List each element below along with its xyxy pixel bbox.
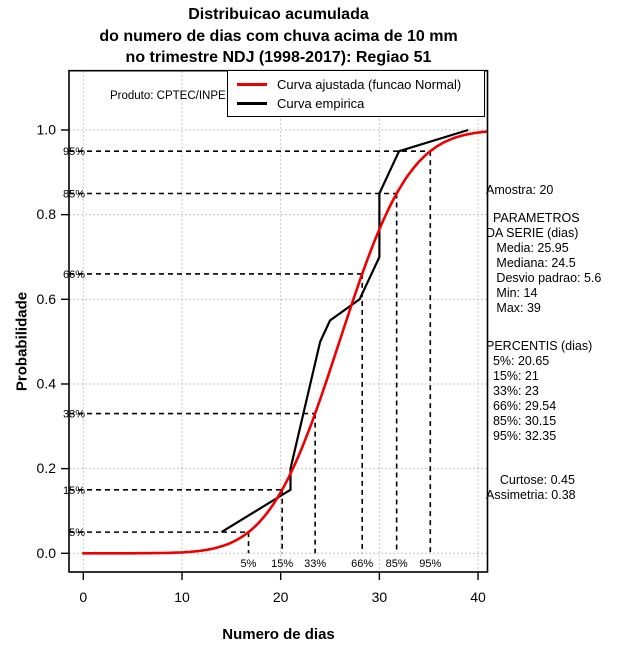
percentile-y-label: 5% <box>69 527 85 539</box>
stats-line: 95%: 32.35 <box>486 429 557 443</box>
percentile-x-label: 33% <box>304 558 326 570</box>
x-tick-label: 0 <box>79 589 87 605</box>
stats-block: PARAMETROS DA SERIE (dias) Media: 25.95 M… <box>486 211 601 316</box>
percentile-y-label: 95% <box>63 146 85 158</box>
x-tick-label: 40 <box>470 589 486 605</box>
stats-line: 5%: 20.65 <box>486 354 550 368</box>
y-tick-label: 0.2 <box>37 460 57 476</box>
legend-item: Curva ajustada (funcao Normal) <box>228 75 484 94</box>
legend-line-sample <box>237 82 267 86</box>
chart-title: Distribuicao acumulada do numero de dias… <box>0 4 557 69</box>
fitted-curve <box>82 130 488 555</box>
legend-label: Curva ajustada (funcao Normal) <box>277 76 462 92</box>
stats-line: 66%: 29.54 <box>486 399 557 413</box>
y-axis-title: Probabilidade <box>13 291 31 392</box>
legend: Curva ajustada (funcao Normal) Curva empi… <box>227 70 485 117</box>
chart-title-line-1: Distribuicao acumulada <box>188 6 369 23</box>
stats-block: Curtose: 0.45 Assimetria: 0.38 <box>486 473 576 503</box>
product-label: Produto: CPTEC/INPE <box>110 90 226 102</box>
percentile-y-label: 66% <box>63 269 85 281</box>
stats-line: Amostra: 20 <box>486 183 554 197</box>
chart-title-line-3: no trimestre NDJ (1998-2017): Regiao 51 <box>125 49 432 66</box>
percentile-y-label: 85% <box>63 188 85 200</box>
stats-line: Assimetria: 0.38 <box>486 488 576 502</box>
stats-block: Amostra: 20 <box>486 183 553 198</box>
legend-line-sample <box>237 101 267 105</box>
percentile-x-label: 5% <box>241 558 257 570</box>
percentile-y-label: 33% <box>63 409 85 421</box>
legend-item: Curva empirica <box>228 94 484 113</box>
x-axis-title: Numero de dias <box>222 626 335 643</box>
percentile-x-label: 15% <box>271 558 293 570</box>
stats-line: DA SERIE (dias) <box>486 226 579 240</box>
y-tick-label: 0.6 <box>37 291 57 307</box>
stats-line: 85%: 30.15 <box>486 414 557 428</box>
stats-line: Media: 25.95 <box>486 241 569 255</box>
empirical-curve <box>220 128 469 534</box>
y-tick-label: 0.8 <box>37 206 57 222</box>
stats-line: Max: 39 <box>486 301 541 315</box>
x-tick-label: 10 <box>174 589 190 605</box>
y-tick-label: 0.0 <box>37 545 57 561</box>
percentile-x-label: 95% <box>419 558 441 570</box>
stats-line: 15%: 21 <box>486 369 539 383</box>
legend-label: Curva empirica <box>277 95 365 111</box>
stats-line: PARAMETROS <box>486 211 580 225</box>
stats-line: Desvio padrao: 5.6 <box>486 271 602 285</box>
y-tick-label: 0.4 <box>37 375 57 391</box>
stats-line: PERCENTIS (dias) <box>486 339 593 353</box>
stats-line: Mediana: 24.5 <box>486 256 576 270</box>
x-tick-label: 20 <box>273 589 289 605</box>
percentile-y-label: 15% <box>63 485 85 497</box>
percentile-x-label: 85% <box>386 558 408 570</box>
stats-block: PERCENTIS (dias) 5%: 20.65 15%: 21 33%: … <box>486 339 592 444</box>
percentile-x-label: 66% <box>351 558 373 570</box>
stats-line: Min: 14 <box>486 286 538 300</box>
y-tick-label: 1.0 <box>37 122 57 138</box>
chart-title-line-2: do numero de dias com chuva acima de 10 … <box>99 27 458 45</box>
x-tick-label: 30 <box>372 589 388 605</box>
stats-line: Curtose: 0.45 <box>486 473 575 487</box>
stats-line: 33%: 23 <box>486 384 539 398</box>
